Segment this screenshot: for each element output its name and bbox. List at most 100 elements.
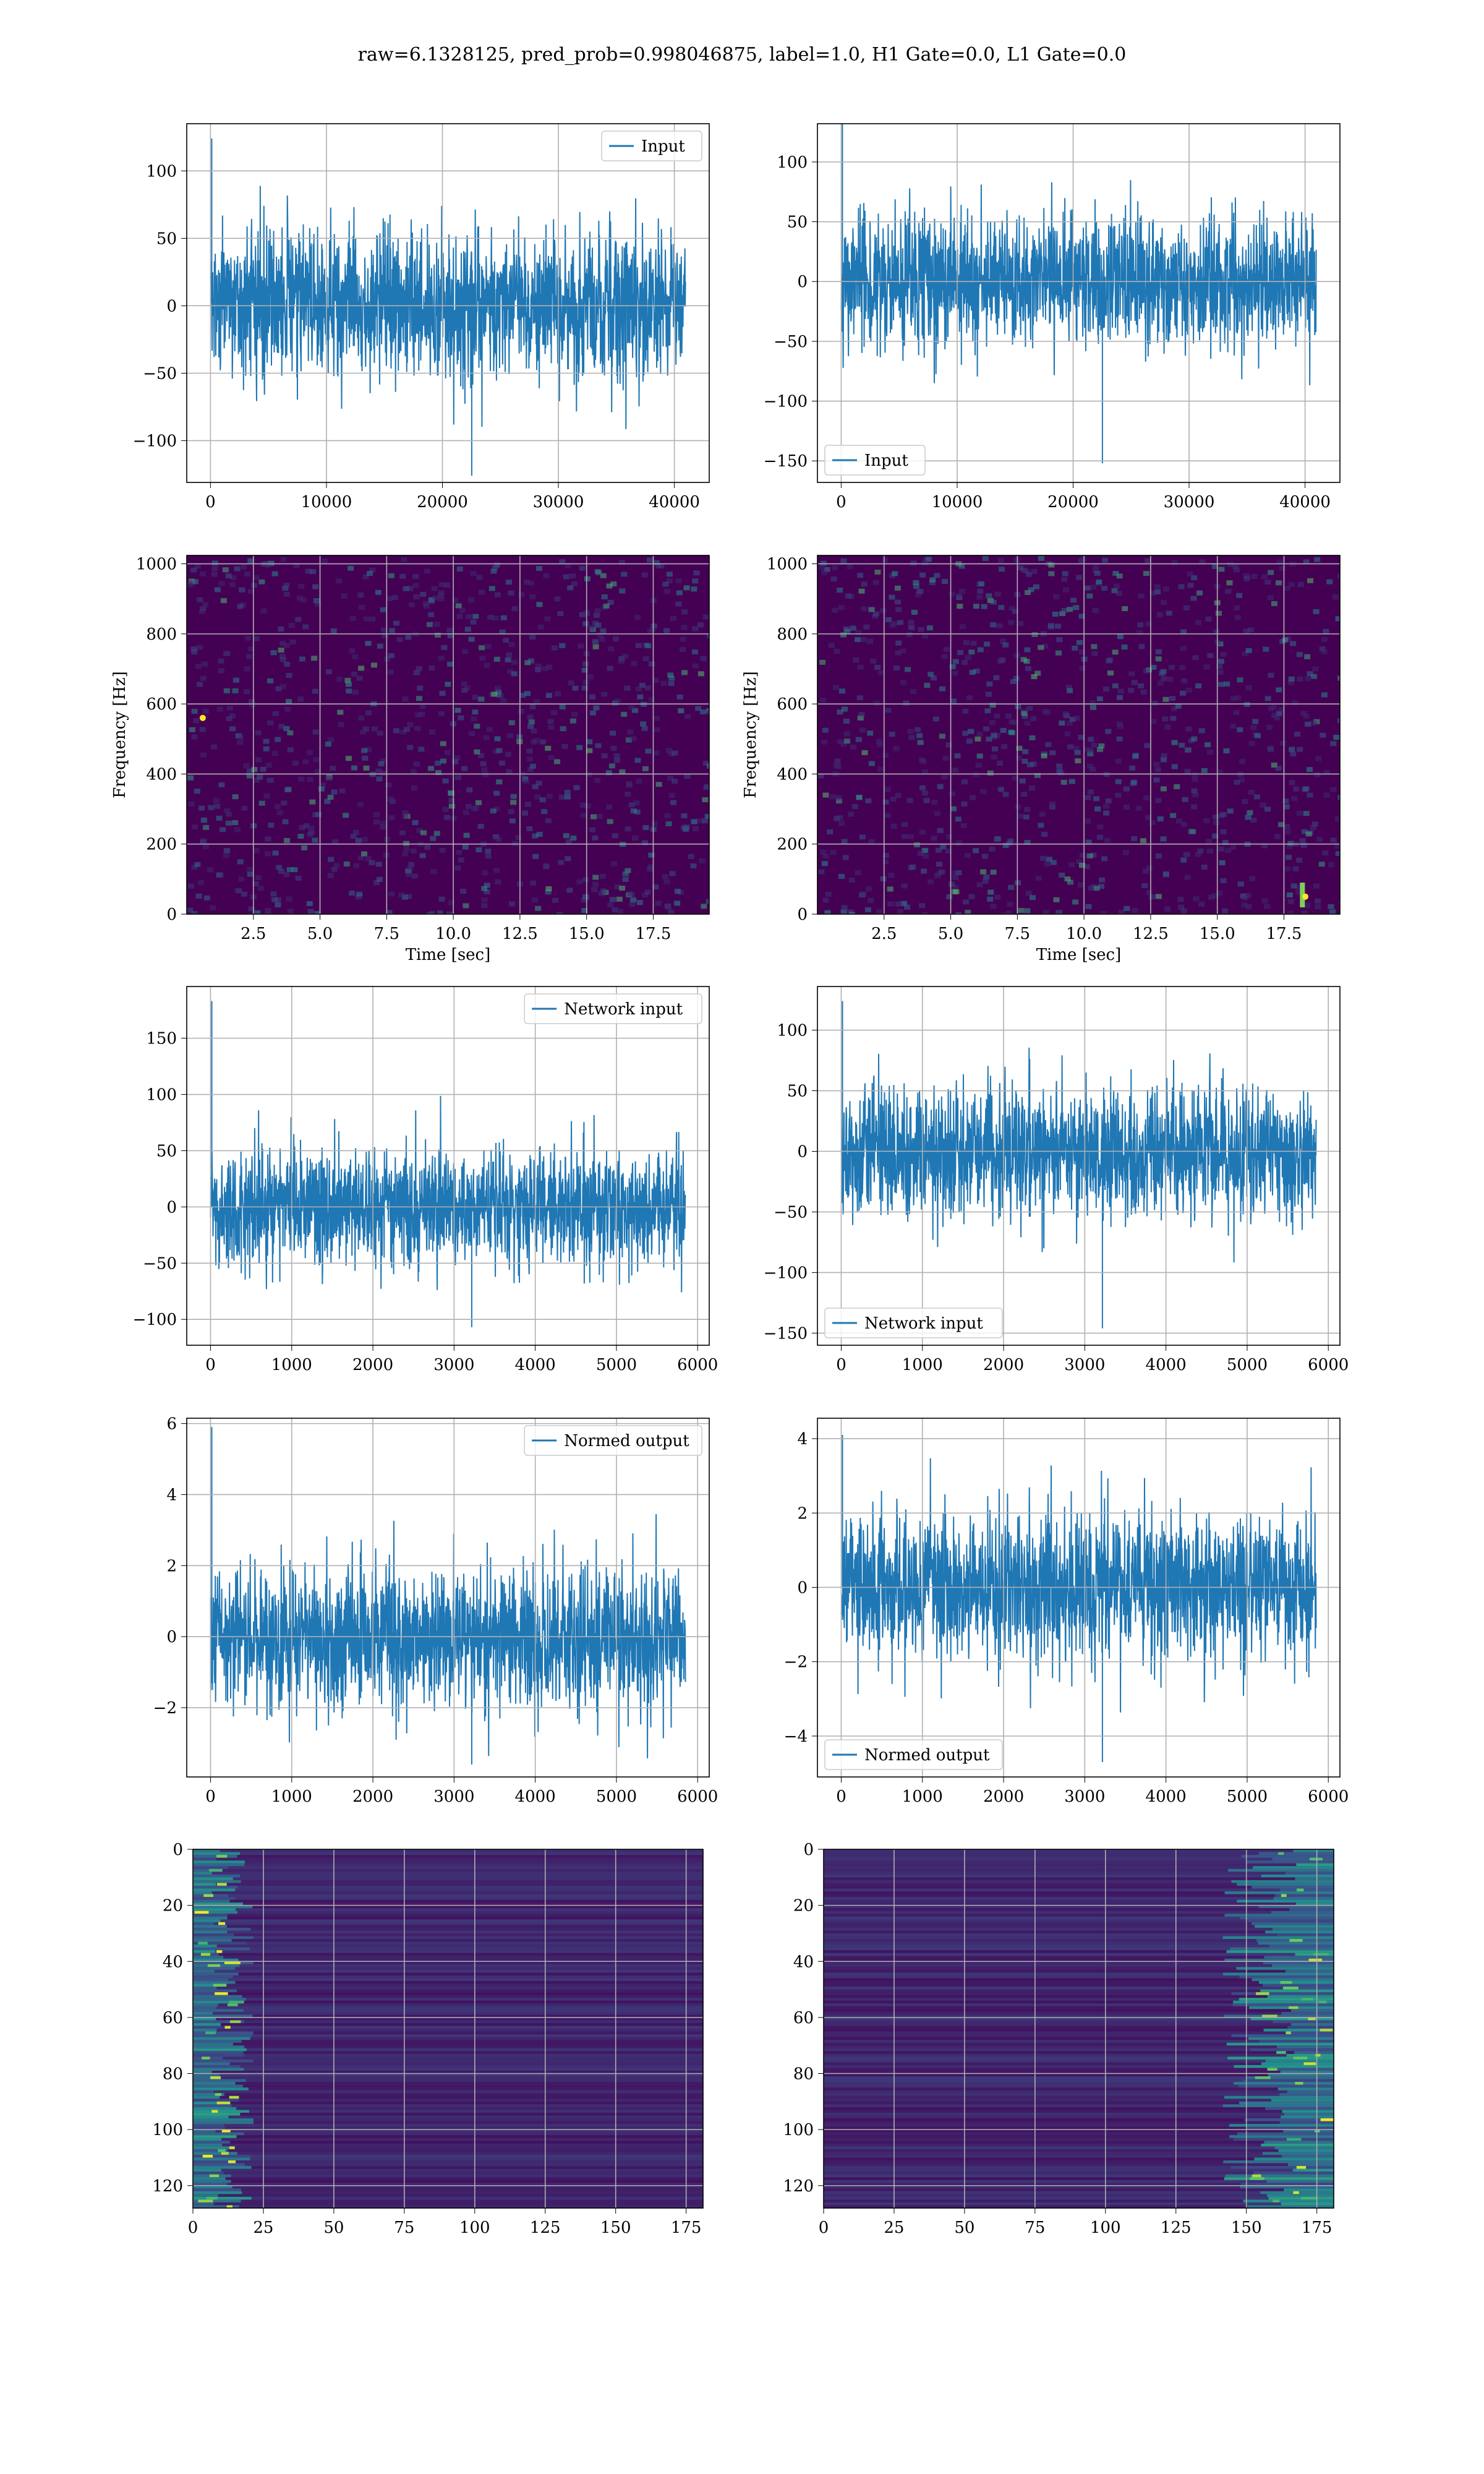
spectrogram-cell — [868, 607, 875, 612]
spectrogram-cell — [380, 627, 387, 633]
spectrogram-cell — [1267, 595, 1274, 601]
feature-band — [193, 2110, 249, 2113]
feature-row — [824, 1947, 1334, 1951]
y-tick-label: 400 — [777, 765, 808, 784]
feature-band — [1286, 1969, 1334, 1973]
y-tick-label: 200 — [146, 836, 177, 854]
spectrogram-cell — [216, 706, 223, 712]
spectrogram-cell — [1286, 855, 1292, 860]
spectrogram-cell — [952, 768, 958, 773]
y-tick-label: 0 — [166, 1198, 177, 1217]
spectrogram-cell — [940, 844, 947, 850]
spectrogram-cell — [1192, 655, 1199, 661]
spectrogram-cell — [959, 588, 965, 594]
spectrogram-cell — [275, 737, 281, 742]
spectrogram-cell — [282, 586, 289, 591]
spectrogram-cell — [929, 577, 936, 583]
spectrogram-cell — [237, 734, 244, 740]
spectrogram-cell — [982, 854, 989, 859]
feature-row — [193, 2199, 703, 2203]
spectrogram-cell — [1115, 779, 1122, 784]
spectrogram-cell — [493, 868, 500, 873]
spectrogram-cell — [1216, 890, 1222, 896]
spectrogram-cell — [1007, 901, 1013, 907]
spectrogram-cell — [1021, 711, 1028, 716]
spectrogram-cell — [545, 886, 552, 891]
feature-band — [1281, 2202, 1334, 2206]
spectrogram-cell — [278, 648, 284, 653]
spectrogram-cell — [707, 710, 709, 716]
feature-band — [1279, 2121, 1334, 2125]
spectrogram-cell — [361, 748, 368, 753]
feature-row — [824, 2183, 1334, 2186]
spectrogram-cell — [634, 758, 641, 763]
spectrogram-cell — [621, 571, 628, 577]
spectrogram-cell — [539, 797, 546, 803]
spectrogram-cell — [630, 808, 637, 813]
spectrogram-cell — [601, 691, 608, 697]
feature-band — [193, 1987, 217, 1990]
spectrogram-cell — [527, 658, 534, 664]
spectrogram-cell — [1084, 747, 1091, 752]
spectrogram-cell — [1283, 804, 1290, 810]
feature-row — [193, 1852, 703, 1856]
feature-row — [824, 2000, 1334, 2004]
feature-band — [193, 2183, 228, 2186]
spectrogram-cell — [1254, 733, 1261, 738]
spectrogram-cell — [982, 556, 989, 561]
feature-row — [193, 1987, 703, 1990]
feature-band — [193, 2084, 243, 2088]
feature-band — [1287, 2031, 1334, 2035]
spectrogram-cell — [1328, 904, 1334, 909]
spectrogram-cell — [218, 581, 225, 586]
spectrogram-cell — [910, 864, 916, 870]
spectrogram-cell — [867, 639, 873, 644]
spectrogram-cell — [249, 699, 255, 704]
feature-band — [1284, 1987, 1334, 1990]
spectrogram-cell — [998, 557, 1005, 563]
spectrogram-cell — [915, 727, 921, 732]
spectrogram-cell — [1184, 851, 1190, 857]
spectrogram-cell — [380, 820, 386, 826]
spectrogram-cell — [1064, 876, 1071, 882]
feature-row — [824, 2026, 1334, 2029]
feature-band — [193, 2011, 213, 2015]
spectrogram-cell — [990, 870, 997, 875]
feature-row — [193, 1998, 703, 2001]
spectrogram-cell — [477, 753, 484, 758]
spectrogram-cell — [1292, 700, 1298, 706]
spectrogram-cell — [426, 622, 433, 627]
spectrogram-cell — [858, 588, 865, 594]
x-tick-label: 20000 — [1047, 493, 1099, 511]
spectrogram-cell — [870, 658, 877, 664]
y-tick-label: −2 — [784, 1653, 808, 1672]
spectrogram-cell — [931, 799, 938, 805]
spectrogram-cell — [1092, 568, 1099, 573]
spectrogram-cell — [1035, 875, 1042, 881]
spectrogram-cell — [1243, 628, 1250, 634]
spectrogram-cell — [994, 713, 1000, 719]
spectrogram-cell — [330, 628, 337, 634]
feature-row — [193, 1967, 703, 1971]
feature-row — [824, 1969, 1334, 1973]
spectrogram-cell — [634, 615, 641, 620]
spectrogram-cell — [284, 787, 291, 793]
feature-band — [1268, 2068, 1334, 2071]
spectrogram-cell — [352, 654, 359, 659]
spectrogram-cell — [832, 607, 838, 613]
spectrogram-cell — [1234, 779, 1240, 785]
x-tick-label: 12.5 — [502, 925, 538, 943]
spectrogram-cell — [371, 726, 378, 732]
spectrogram-cell — [1055, 623, 1061, 629]
spectrogram-cell — [1122, 606, 1128, 612]
spectrogram-cell — [272, 711, 279, 716]
spectrogram-cell — [382, 633, 388, 638]
spectrogram-cell — [666, 578, 673, 584]
x-tick-label: 10.0 — [435, 925, 471, 943]
axes-frame — [823, 1849, 1334, 2209]
feature-row — [193, 2014, 703, 2018]
y-tick-label: 0 — [797, 1142, 808, 1161]
feature-row — [824, 2059, 1334, 2063]
spectrogram-cell — [634, 809, 641, 815]
spectrogram-cell — [484, 883, 490, 888]
